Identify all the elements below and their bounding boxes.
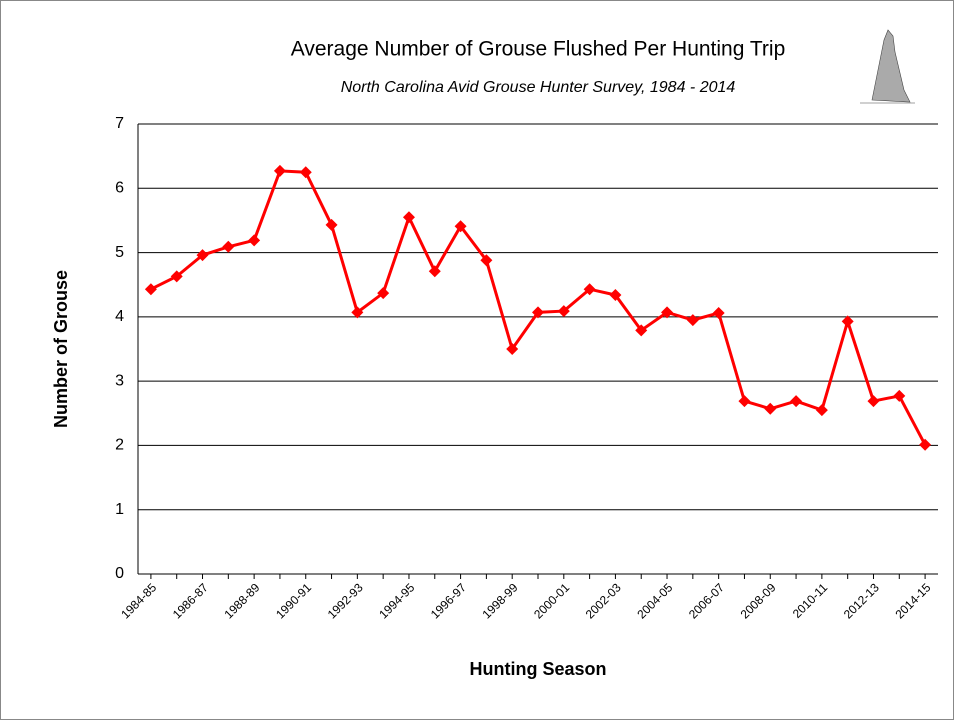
y-tick-label: 2 — [115, 437, 124, 454]
point — [841, 315, 854, 328]
y-tick-label: 7 — [115, 115, 124, 132]
point — [893, 389, 906, 402]
grouse-icon — [860, 29, 915, 104]
point — [454, 220, 467, 233]
point — [557, 305, 570, 318]
point — [170, 270, 183, 283]
point — [790, 395, 803, 408]
point — [738, 395, 751, 408]
point — [480, 254, 493, 267]
point — [351, 306, 364, 319]
point — [583, 283, 596, 296]
point — [919, 438, 932, 451]
point — [248, 234, 261, 247]
x-axis-title: Hunting Season — [469, 659, 606, 679]
point — [428, 265, 441, 278]
point — [867, 395, 880, 408]
point — [325, 218, 338, 231]
point — [661, 306, 674, 319]
point — [532, 306, 544, 319]
point — [222, 240, 235, 253]
point — [506, 343, 519, 355]
point — [273, 164, 286, 177]
y-tick-label: 5 — [115, 244, 124, 261]
point — [635, 324, 648, 337]
y-tick-label: 4 — [115, 308, 124, 325]
point — [686, 314, 699, 327]
y-axis-title: Number of Grouse — [51, 270, 71, 428]
y-tick-label: 6 — [115, 180, 124, 197]
point — [144, 283, 157, 296]
point — [196, 249, 209, 262]
point — [299, 166, 312, 179]
y-tick-label: 0 — [115, 565, 124, 582]
point — [609, 289, 622, 301]
y-tick-label: 3 — [115, 372, 124, 389]
y-tick-label: 1 — [115, 501, 124, 518]
chart-title: Average Number of Grouse Flushed Per Hun… — [291, 38, 786, 61]
point — [815, 404, 828, 417]
point — [377, 287, 390, 300]
chart-subtitle: North Carolina Avid Grouse Hunter Survey… — [341, 79, 736, 96]
point — [402, 211, 415, 224]
point — [712, 307, 725, 319]
point — [764, 402, 777, 415]
